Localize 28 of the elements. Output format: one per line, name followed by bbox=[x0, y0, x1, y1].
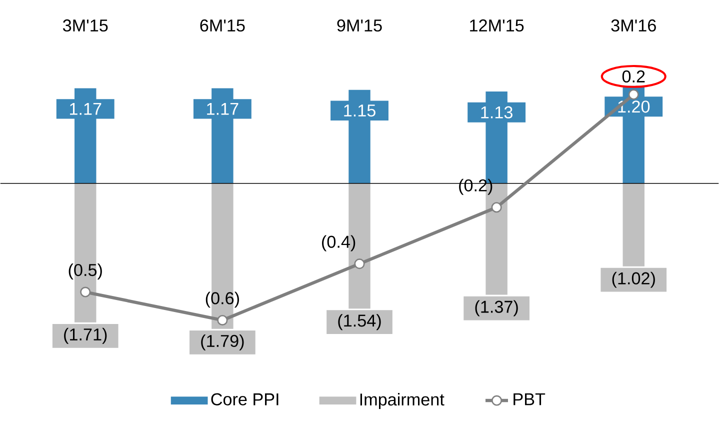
data-label: (1.79) bbox=[201, 334, 244, 351]
data-label: (1.71) bbox=[64, 328, 107, 344]
point bbox=[80, 286, 91, 298]
point bbox=[628, 89, 639, 100]
x-tick-label: 6M'15 bbox=[200, 20, 245, 32]
data-label: (0.2) bbox=[459, 179, 492, 196]
point bbox=[217, 315, 228, 326]
data-label: 1.13 bbox=[481, 106, 512, 119]
legend-label: Core PPI bbox=[211, 394, 278, 406]
data-label: (0.5) bbox=[68, 264, 102, 280]
x-tick-label: 3M'16 bbox=[611, 20, 656, 32]
data-label: (0.6) bbox=[206, 292, 239, 308]
data-label: 1.20 bbox=[618, 100, 650, 113]
data-label: (0.4) bbox=[322, 236, 356, 252]
data-label: (1.54) bbox=[338, 314, 381, 330]
x-tick-label: 3M'15 bbox=[62, 20, 108, 32]
data-label: 1.15 bbox=[344, 104, 376, 117]
point bbox=[354, 258, 365, 270]
point bbox=[491, 202, 502, 213]
x-tick-label: 9M'15 bbox=[337, 20, 382, 32]
data-label: 1.17 bbox=[207, 103, 238, 116]
data-label: 0.2 bbox=[622, 70, 645, 83]
legend-label: Impairment bbox=[360, 393, 444, 410]
x-tick-label: 12M'15 bbox=[470, 20, 524, 32]
data-label: (1.02) bbox=[612, 272, 655, 288]
legend-label: PBT bbox=[514, 394, 546, 406]
data-label: 1.17 bbox=[70, 103, 102, 116]
data-label: (1.37) bbox=[475, 300, 518, 317]
